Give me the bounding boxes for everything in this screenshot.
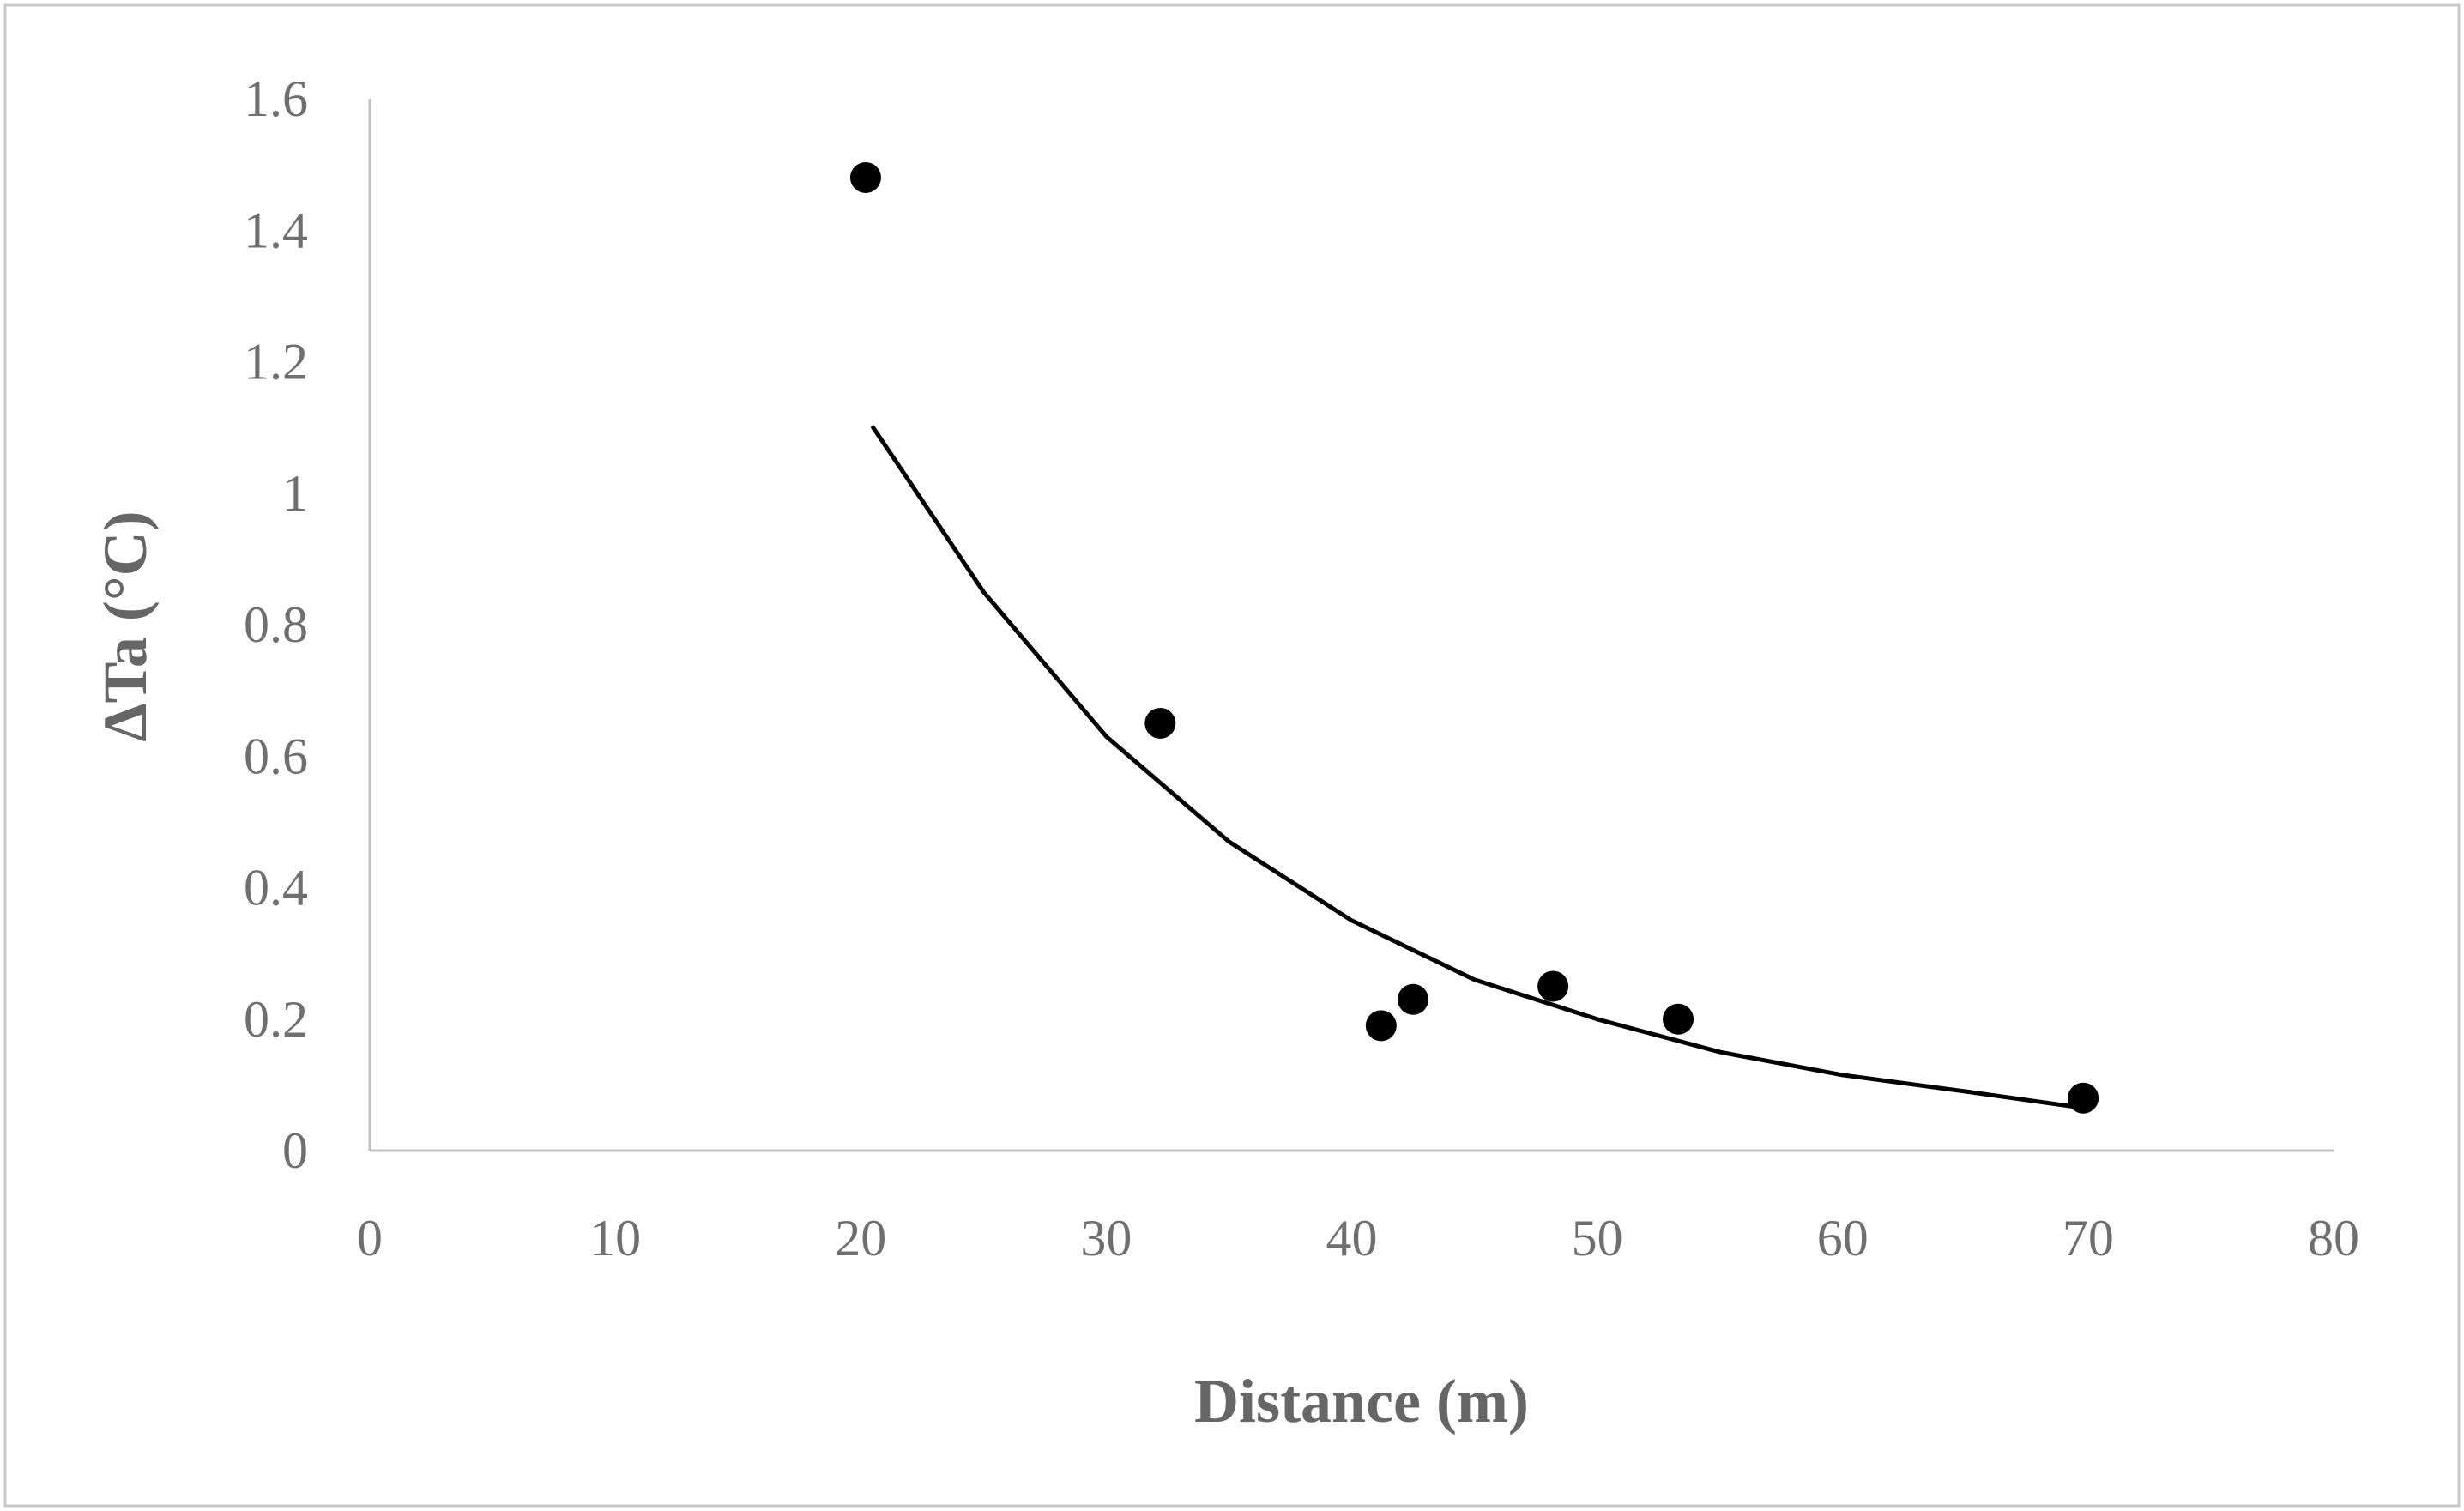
x-tick-label: 40 xyxy=(1326,1210,1378,1266)
x-tick-label: 60 xyxy=(1817,1210,1869,1266)
y-tick-label: 0.6 xyxy=(244,728,308,784)
x-tick-label: 70 xyxy=(2062,1210,2114,1266)
data-point xyxy=(1398,983,1429,1015)
data-point xyxy=(1365,1010,1397,1042)
data-point xyxy=(849,161,881,193)
chart-border xyxy=(3,3,2461,1508)
data-point xyxy=(1144,707,1176,739)
x-tick-labels: 0 10 20 30 40 50 60 70 80 xyxy=(357,1210,2359,1266)
x-tick-label: 0 xyxy=(357,1210,383,1266)
y-tick-label: 1.6 xyxy=(244,70,308,127)
data-point xyxy=(2068,1082,2099,1114)
x-tick-label: 80 xyxy=(2308,1210,2359,1266)
x-axis-title: Distance (m) xyxy=(1194,1367,1529,1435)
y-tick-label: 0.8 xyxy=(244,596,308,653)
y-tick-label: 1.2 xyxy=(244,334,308,390)
x-tick-label: 50 xyxy=(1572,1210,1623,1266)
y-tick-labels: 0 0.2 0.4 0.6 0.8 1 1.2 1.4 1.6 xyxy=(244,70,308,1179)
trendline-layer xyxy=(871,425,2086,1110)
data-point xyxy=(1537,970,1569,1002)
y-tick-label: 1.4 xyxy=(244,202,308,258)
data-point xyxy=(1663,1003,1694,1035)
y-tick-label: 0.2 xyxy=(244,991,308,1048)
x-tick-label: 10 xyxy=(589,1210,641,1266)
x-tick-label: 20 xyxy=(835,1210,886,1266)
data-points xyxy=(849,161,2099,1114)
y-tick-label: 0.4 xyxy=(244,860,308,916)
axes xyxy=(368,99,2334,1152)
y-axis-title: ΔTa (°C) xyxy=(91,511,160,741)
y-tick-label: 1 xyxy=(282,465,308,522)
x-tick-label: 30 xyxy=(1080,1210,1132,1266)
trendline xyxy=(871,425,2086,1110)
y-tick-label: 0 xyxy=(282,1122,308,1179)
